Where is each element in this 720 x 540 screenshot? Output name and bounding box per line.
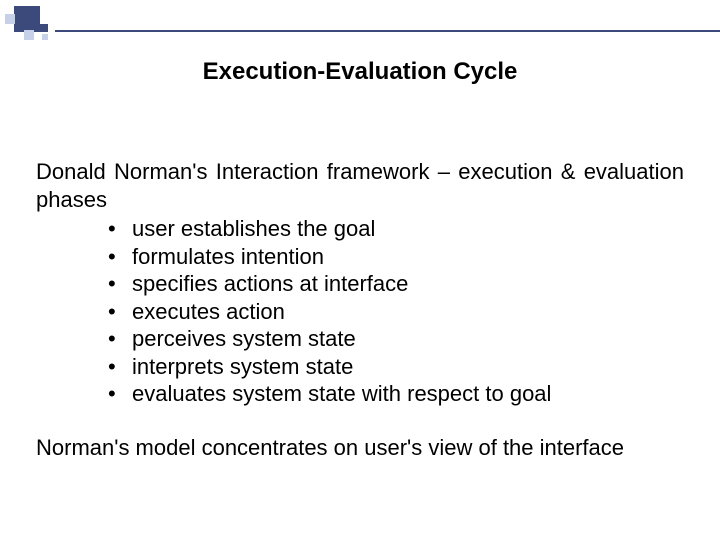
slide-title: Execution-Evaluation Cycle (0, 58, 720, 86)
list-item: user establishes the goal (108, 215, 684, 243)
bullet-list: user establishes the goal formulates int… (108, 215, 684, 408)
footer-text: Norman's model concentrates on user's vi… (36, 434, 684, 462)
list-item: executes action (108, 298, 684, 326)
list-item: interprets system state (108, 353, 684, 381)
list-item: formulates intention (108, 243, 684, 271)
header-divider (55, 30, 720, 32)
list-item: specifies actions at interface (108, 270, 684, 298)
list-item: perceives system state (108, 325, 684, 353)
intro-text: Donald Norman's Interaction framework – … (36, 158, 684, 213)
slide-content: Donald Norman's Interaction framework – … (36, 158, 684, 461)
list-item: evaluates system state with respect to g… (108, 380, 684, 408)
